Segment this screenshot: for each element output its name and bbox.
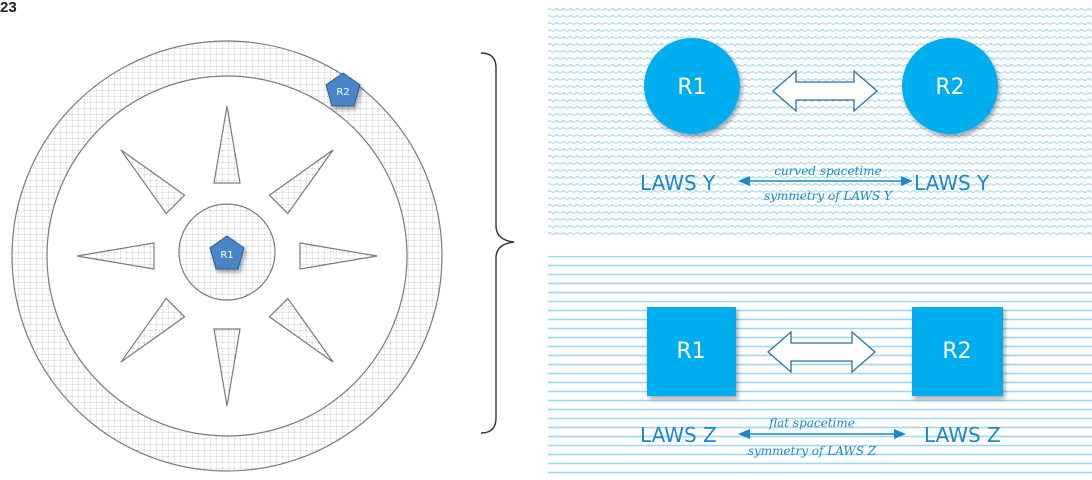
arrowhead-right-icon bbox=[894, 429, 906, 439]
node-r1-label: R1 bbox=[676, 339, 705, 364]
marker-r1: R1 bbox=[209, 235, 245, 270]
double-arrow-icon bbox=[767, 330, 876, 374]
node-r2-circle bbox=[902, 38, 998, 134]
caption-bottom: symmetry of LAWS Y bbox=[764, 189, 893, 203]
caption-bottom: symmetry of LAWS Z bbox=[748, 444, 877, 458]
spike bbox=[268, 149, 334, 215]
spike bbox=[76, 242, 155, 270]
spike bbox=[120, 297, 186, 363]
double-arrow-icon bbox=[772, 69, 878, 113]
panel-curved: R1 R2 LAWS Y LAWS Y curved spacetime sym… bbox=[548, 8, 1092, 236]
laws-right: LAWS Y bbox=[914, 171, 990, 195]
laws-right: LAWS Z bbox=[924, 423, 1001, 447]
node-r1-label: R1 bbox=[677, 75, 706, 100]
arrowhead-left-icon bbox=[738, 429, 750, 439]
pentagon-icon bbox=[325, 72, 361, 107]
node-r2-square bbox=[912, 307, 1003, 396]
spike bbox=[299, 242, 378, 270]
caption-top: flat spacetime bbox=[768, 416, 855, 430]
arrowhead-left-icon bbox=[738, 176, 750, 186]
node-r1-square bbox=[647, 307, 736, 396]
spike bbox=[268, 297, 334, 363]
panel-background bbox=[548, 8, 1092, 236]
marker-label: R2 bbox=[336, 87, 349, 98]
pentagon-icon bbox=[209, 235, 245, 270]
node-r2-label: R2 bbox=[935, 75, 964, 100]
arrowhead-right-icon bbox=[901, 176, 913, 186]
spikes-group bbox=[76, 105, 378, 407]
marker-label: R1 bbox=[220, 250, 233, 261]
ring-diagram: R2 R1 bbox=[11, 40, 443, 472]
spike bbox=[213, 105, 241, 184]
spike bbox=[120, 149, 186, 215]
panel-flat: R1 R2 LAWS Z LAWS Z flat spacetime symme… bbox=[548, 256, 1092, 480]
curly-brace bbox=[480, 52, 515, 434]
node-r2-label: R2 bbox=[942, 339, 971, 364]
caption-top: curved spacetime bbox=[774, 164, 882, 178]
marker-r2: R2 bbox=[325, 72, 361, 107]
laws-left: LAWS Y bbox=[640, 171, 716, 195]
node-r1-circle bbox=[644, 38, 740, 134]
spike bbox=[213, 328, 241, 407]
laws-left: LAWS Z bbox=[640, 423, 717, 447]
figure-number: 23 bbox=[0, 0, 17, 16]
